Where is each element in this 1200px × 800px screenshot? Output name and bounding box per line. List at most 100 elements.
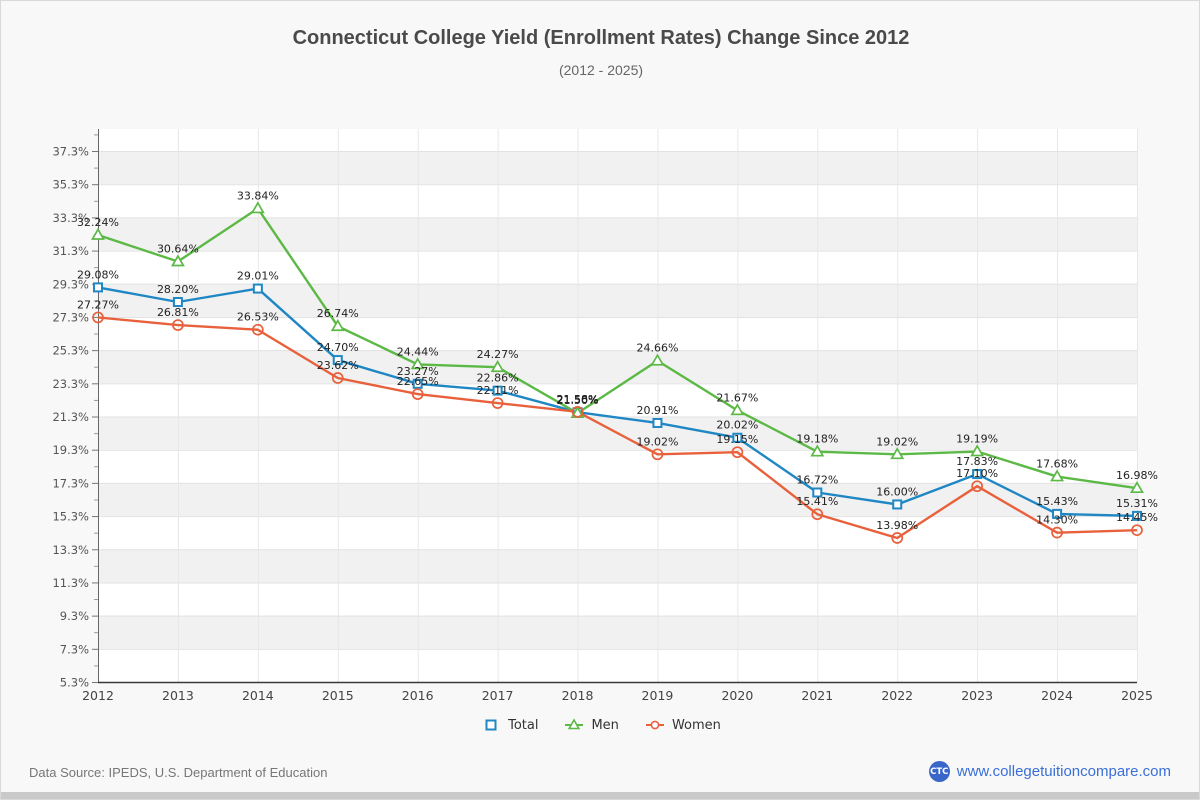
data-point-women[interactable] [811, 508, 824, 521]
y-tick-label: 21.3% [52, 410, 89, 424]
data-label-total: 29.01% [237, 270, 279, 283]
y-tick-label: 35.3% [52, 178, 89, 192]
x-tick-label: 2023 [961, 688, 993, 703]
y-tick-label: 37.3% [52, 145, 89, 159]
data-label-total: 28.20% [157, 283, 199, 296]
data-label-men: 26.74% [317, 307, 359, 320]
data-label-women: 19.02% [636, 435, 678, 448]
triangle-marker-icon [565, 718, 584, 730]
data-point-men[interactable] [730, 403, 745, 416]
data-point-total[interactable] [172, 297, 183, 308]
data-label-men: 24.66% [636, 342, 678, 355]
data-point-total[interactable] [732, 432, 743, 443]
data-label-men: 19.02% [876, 435, 918, 448]
grid-band [98, 615, 1137, 649]
circle-marker-icon [645, 720, 664, 730]
data-label-women: 23.62% [317, 359, 359, 372]
data-point-women[interactable] [651, 448, 664, 461]
data-label-total: 23.27% [397, 365, 439, 378]
data-label-women: 13.98% [876, 519, 918, 532]
data-point-women[interactable] [331, 372, 344, 384]
legend-label: Women [671, 717, 721, 733]
y-tick-label: 11.3% [52, 576, 89, 590]
data-point-women[interactable] [891, 532, 904, 544]
data-point-total[interactable] [812, 487, 823, 498]
data-point-total[interactable] [332, 355, 343, 366]
data-point-total[interactable] [93, 282, 103, 293]
data-point-men[interactable] [330, 319, 345, 332]
legend-item-total[interactable]: Total [481, 717, 538, 733]
legend-label: Total [508, 717, 539, 733]
data-point-total[interactable] [1052, 508, 1063, 519]
y-tick-label: 29.3% [52, 277, 89, 291]
chart-title: Connecticut College Yield (Enrollment Ra… [292, 27, 910, 49]
data-point-men[interactable] [250, 201, 265, 214]
data-point-women[interactable] [172, 319, 184, 331]
data-point-women[interactable] [92, 311, 104, 324]
data-label-men: 24.44% [397, 345, 439, 358]
data-point-men[interactable] [970, 444, 985, 457]
website-link[interactable]: www.collegetuitioncompare.com [956, 763, 1171, 780]
x-tick-label: 2025 [1121, 688, 1153, 703]
legend-item-men[interactable]: Men [564, 717, 619, 733]
grid-band [98, 482, 1137, 517]
legend-item-women[interactable]: Women [645, 717, 721, 733]
series-line-men [97, 207, 1138, 490]
data-point-total[interactable] [652, 417, 663, 428]
data-point-men[interactable] [650, 353, 665, 366]
legend-label: Men [591, 717, 619, 733]
x-tick-label: 2016 [402, 688, 434, 703]
data-label-men: 19.18% [796, 433, 838, 446]
data-point-total[interactable] [1132, 510, 1142, 521]
x-tick-label: 2017 [482, 688, 514, 703]
data-point-total[interactable] [492, 385, 503, 396]
bottom-bar [1, 792, 1199, 799]
data-label-total: 15.43% [1036, 495, 1078, 508]
data-label-total: 22.86% [477, 372, 519, 385]
data-label-men: 33.84% [237, 189, 279, 202]
data-point-total[interactable] [972, 469, 983, 480]
data-label-women: 22.65% [397, 375, 439, 388]
data-point-women[interactable] [971, 480, 984, 493]
x-tick-label: 2013 [162, 688, 194, 703]
data-label-women: 27.27% [77, 298, 119, 311]
data-point-men[interactable] [810, 444, 825, 457]
y-tick-label: 17.3% [52, 476, 89, 490]
data-label-women: 17.10% [956, 467, 998, 480]
data-label-women: 26.81% [157, 306, 199, 319]
legend: Total Men Women [1, 717, 1199, 733]
data-point-men[interactable] [91, 227, 105, 240]
data-label-women: 21.58% [557, 393, 599, 406]
data-point-women[interactable] [251, 323, 264, 336]
data-point-women[interactable] [411, 388, 424, 400]
x-tick-label: 2020 [721, 688, 753, 703]
data-point-men[interactable] [1050, 469, 1065, 482]
data-point-women[interactable] [571, 406, 584, 418]
data-point-men[interactable] [170, 254, 185, 267]
x-tick-label: 2021 [801, 688, 833, 703]
data-label-women: 19.15% [716, 433, 758, 446]
y-tick-label: 33.3% [52, 211, 89, 225]
data-label-women: 14.45% [1116, 511, 1158, 524]
y-tick-label: 9.3% [60, 609, 89, 623]
x-tick-label: 2022 [881, 688, 913, 703]
data-point-women[interactable] [1131, 524, 1143, 537]
data-point-total[interactable] [412, 378, 423, 389]
data-point-men[interactable] [490, 360, 505, 373]
data-point-total[interactable] [892, 499, 903, 510]
data-label-total: 20.02% [716, 419, 758, 432]
data-label-women: 15.41% [796, 495, 838, 508]
y-tick-label: 23.3% [52, 377, 89, 391]
data-point-men[interactable] [410, 357, 425, 370]
data-point-women[interactable] [1051, 526, 1063, 539]
ctc-logo-icon[interactable]: CTC [928, 761, 950, 782]
x-tick-label: 2018 [562, 688, 594, 703]
data-point-total[interactable] [252, 283, 263, 294]
data-point-women[interactable] [731, 446, 744, 459]
data-label-men: 24.27% [477, 348, 519, 361]
data-point-women[interactable] [491, 397, 504, 409]
data-point-men[interactable] [1130, 480, 1144, 494]
y-tick-label: 13.3% [52, 543, 89, 557]
data-point-men[interactable] [890, 447, 905, 460]
